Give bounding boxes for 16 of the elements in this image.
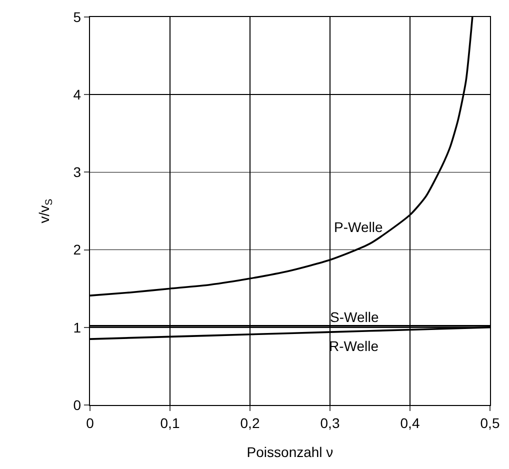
y-tick-label: 1 [73, 319, 82, 336]
x-tick-label: 0 [86, 415, 94, 431]
y-tick-label: 3 [73, 164, 82, 180]
series-label: S-Welle [330, 309, 379, 325]
y-tick-label: 2 [73, 242, 82, 258]
y-tick-label: 0 [73, 396, 82, 413]
series-label: R-Welle [329, 338, 379, 354]
series-label: P-Welle [334, 219, 383, 235]
x-tick-label: 0,2 [240, 415, 260, 431]
x-tick-label: 0,5 [480, 415, 500, 431]
y-tick-label: 5 [73, 8, 82, 25]
y-tick-label: 4 [73, 86, 82, 102]
x-axis-title: Poissonzahl ν [246, 444, 334, 460]
x-tick-label: 0,3 [320, 415, 340, 431]
x-tick-label: 0,4 [400, 415, 420, 431]
x-tick-label: 0,1 [160, 415, 180, 431]
